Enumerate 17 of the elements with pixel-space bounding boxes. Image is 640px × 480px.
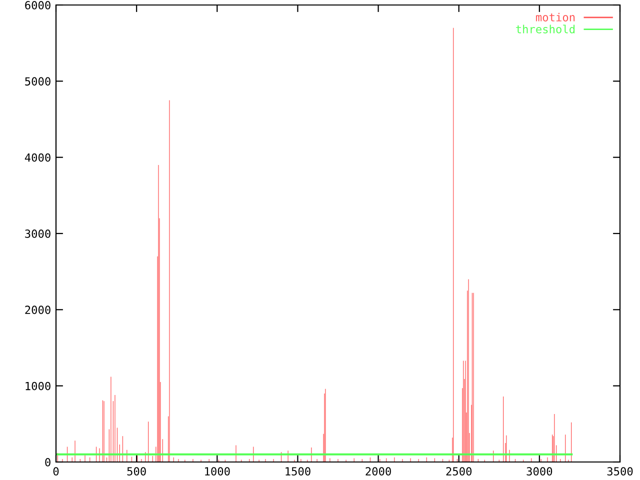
y-tick-label: 4000 (24, 153, 50, 162)
x-tick-label: 2500 (446, 467, 472, 476)
legend-label: motion (536, 12, 575, 22)
x-tick-label: 1000 (205, 467, 230, 476)
legend-label: threshold (516, 24, 575, 34)
x-tick-label: 2000 (366, 467, 391, 476)
x-tick-label: 500 (127, 467, 146, 476)
y-tick-label: 5000 (25, 77, 50, 86)
y-tick-label: 3000 (25, 230, 50, 238)
x-tick-label: 0 (53, 467, 59, 476)
x-tick-label: 3000 (526, 467, 552, 476)
y-tick-label: 0 (45, 458, 50, 466)
y-tick-label: 2000 (25, 306, 50, 314)
x-tick-label: 3500 (607, 467, 633, 476)
y-tick-label: 1000 (26, 382, 50, 390)
x-tick-label: 1500 (286, 467, 310, 476)
y-tick-label: 6000 (25, 1, 50, 10)
